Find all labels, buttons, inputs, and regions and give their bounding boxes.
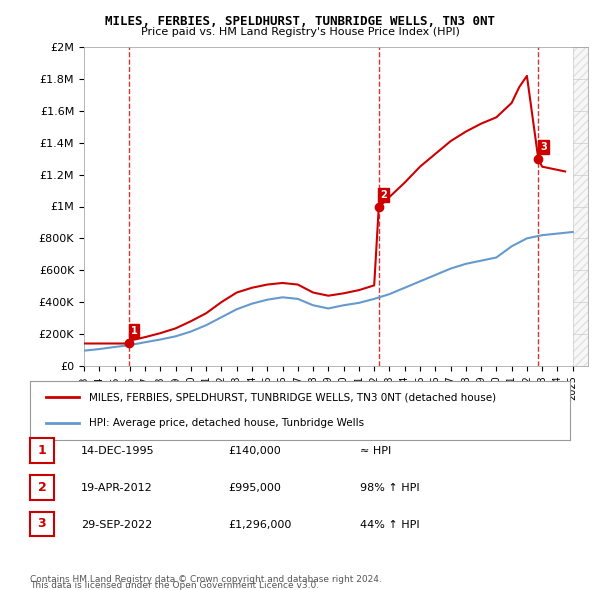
Bar xyxy=(313,47,328,366)
Text: 2: 2 xyxy=(380,190,387,200)
Bar xyxy=(527,47,542,366)
Bar xyxy=(130,47,145,366)
Bar xyxy=(374,47,389,366)
Bar xyxy=(359,47,374,366)
Text: £995,000: £995,000 xyxy=(228,483,281,493)
Text: 44% ↑ HPI: 44% ↑ HPI xyxy=(360,520,419,529)
Text: HPI: Average price, detached house, Tunbridge Wells: HPI: Average price, detached house, Tunb… xyxy=(89,418,365,428)
Text: 29-SEP-2022: 29-SEP-2022 xyxy=(81,520,152,529)
Bar xyxy=(115,47,130,366)
Bar xyxy=(557,47,573,366)
Bar xyxy=(191,47,206,366)
Bar xyxy=(344,47,359,366)
Bar xyxy=(328,47,344,366)
Bar xyxy=(405,47,420,366)
Text: 1: 1 xyxy=(131,326,137,336)
Bar xyxy=(206,47,221,366)
Bar xyxy=(466,47,481,366)
Text: 19-APR-2012: 19-APR-2012 xyxy=(81,483,153,493)
Bar xyxy=(283,47,298,366)
Bar xyxy=(435,47,451,366)
Bar xyxy=(512,47,527,366)
Text: MILES, FERBIES, SPELDHURST, TUNBRIDGE WELLS, TN3 0NT (detached house): MILES, FERBIES, SPELDHURST, TUNBRIDGE WE… xyxy=(89,392,497,402)
Bar xyxy=(420,47,435,366)
Bar xyxy=(252,47,267,366)
Text: Contains HM Land Registry data © Crown copyright and database right 2024.: Contains HM Land Registry data © Crown c… xyxy=(30,575,382,584)
Text: 2: 2 xyxy=(38,481,46,494)
Text: 3: 3 xyxy=(38,517,46,530)
Bar xyxy=(160,47,176,366)
Bar xyxy=(237,47,252,366)
Bar xyxy=(176,47,191,366)
Text: 1: 1 xyxy=(38,444,46,457)
Text: This data is licensed under the Open Government Licence v3.0.: This data is licensed under the Open Gov… xyxy=(30,581,319,590)
Text: £1,296,000: £1,296,000 xyxy=(228,520,292,529)
Bar xyxy=(542,47,557,366)
Bar xyxy=(84,47,99,366)
Text: 98% ↑ HPI: 98% ↑ HPI xyxy=(360,483,419,493)
Text: 3: 3 xyxy=(540,142,547,152)
Bar xyxy=(145,47,160,366)
Bar xyxy=(389,47,405,366)
Bar xyxy=(221,47,237,366)
Text: Price paid vs. HM Land Registry's House Price Index (HPI): Price paid vs. HM Land Registry's House … xyxy=(140,27,460,37)
Text: MILES, FERBIES, SPELDHURST, TUNBRIDGE WELLS, TN3 0NT: MILES, FERBIES, SPELDHURST, TUNBRIDGE WE… xyxy=(105,15,495,28)
Bar xyxy=(99,47,115,366)
Bar xyxy=(267,47,283,366)
Bar xyxy=(496,47,512,366)
Bar xyxy=(481,47,496,366)
Bar xyxy=(298,47,313,366)
Text: £140,000: £140,000 xyxy=(228,447,281,456)
Bar xyxy=(451,47,466,366)
Text: ≈ HPI: ≈ HPI xyxy=(360,447,391,456)
Text: 14-DEC-1995: 14-DEC-1995 xyxy=(81,447,155,456)
